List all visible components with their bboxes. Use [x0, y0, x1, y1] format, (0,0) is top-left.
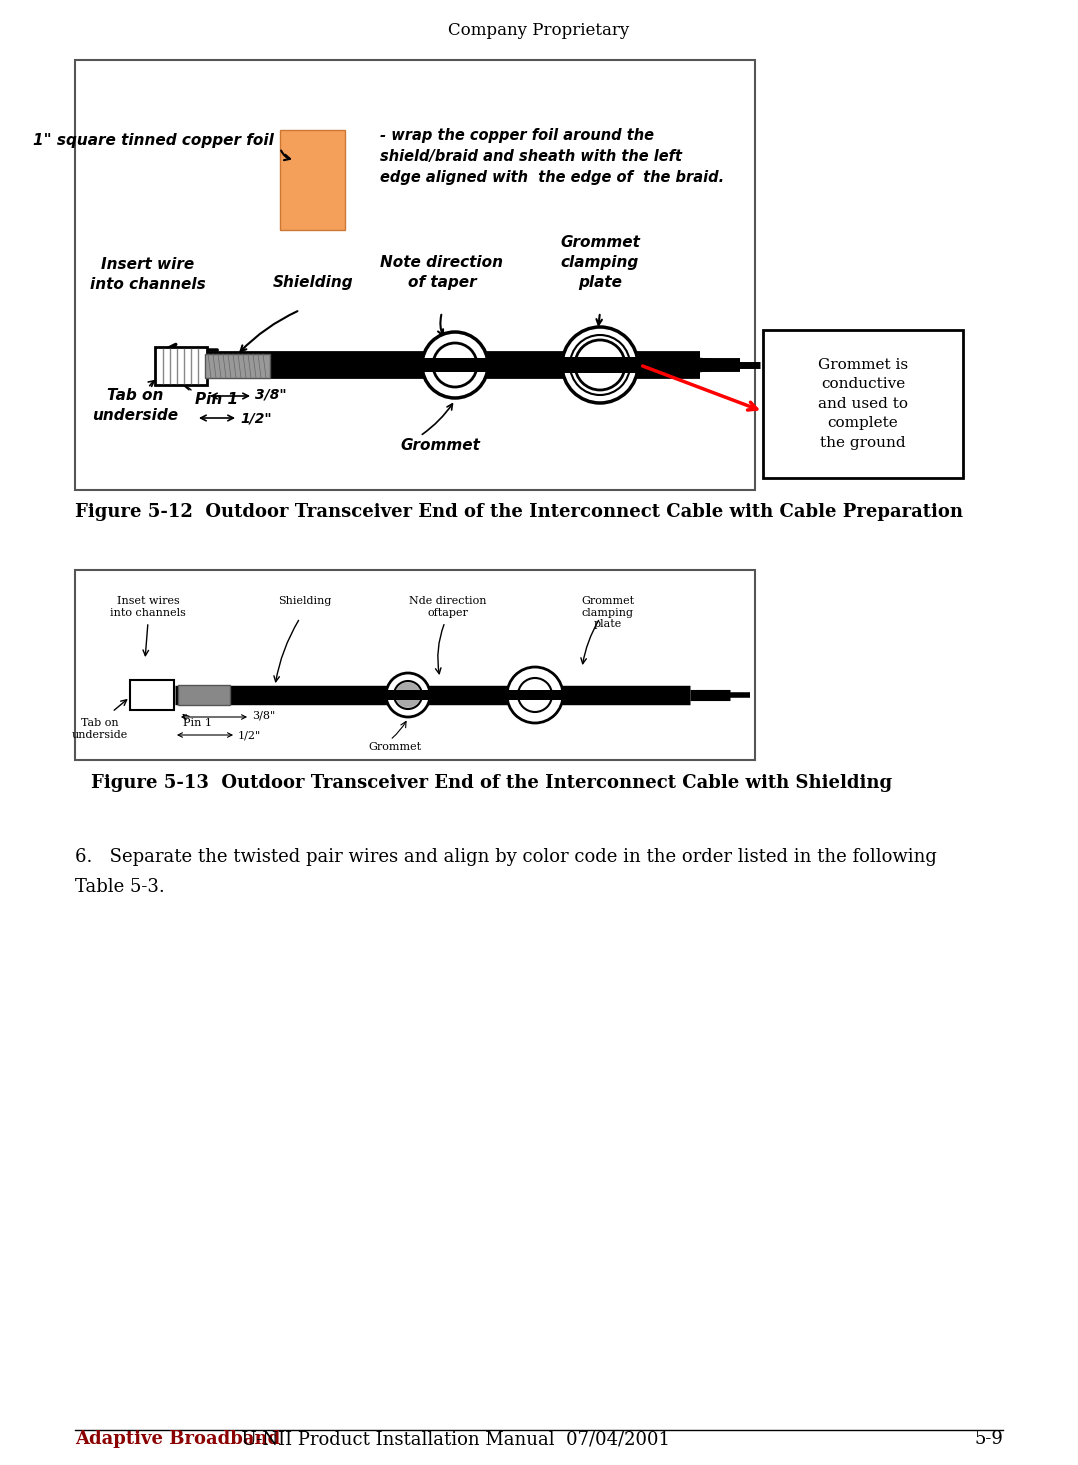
Text: Figure 5-12  Outdoor Transceiver End of the Interconnect Cable with Cable Prepar: Figure 5-12 Outdoor Transceiver End of t… [75, 502, 963, 522]
Text: Note direction
of taper: Note direction of taper [381, 255, 503, 290]
Text: Grommet
clamping
plate: Grommet clamping plate [561, 236, 640, 290]
Text: Table 5-3.: Table 5-3. [75, 878, 165, 897]
Circle shape [439, 349, 471, 381]
Text: U-NII Product Installation Manual  07/04/2001: U-NII Product Installation Manual 07/04/… [230, 1430, 671, 1447]
Bar [75, 60, 755, 489]
Circle shape [562, 327, 638, 403]
Text: Shielding: Shielding [273, 275, 354, 290]
Circle shape [421, 333, 488, 398]
Bar [178, 686, 230, 705]
Text: Pin 1: Pin 1 [195, 393, 238, 407]
Text: 1/2": 1/2" [238, 730, 261, 740]
Text: Shielding: Shielding [278, 596, 332, 607]
Bar [507, 690, 563, 700]
Bar [763, 330, 963, 478]
Circle shape [386, 672, 430, 716]
Bar [205, 355, 270, 378]
Bar [386, 690, 430, 700]
Bar [280, 130, 345, 230]
Text: Company Proprietary: Company Proprietary [448, 22, 630, 40]
Text: Inset wires
into channels: Inset wires into channels [110, 596, 185, 618]
Text: Tab on
underside: Tab on underside [92, 388, 178, 423]
Text: 3/8": 3/8" [252, 711, 275, 721]
Bar [421, 357, 488, 372]
Text: Grommet is
conductive
and used to
complete
the ground: Grommet is conductive and used to comple… [818, 357, 908, 450]
Text: Grommet: Grommet [400, 438, 480, 453]
Bar [562, 357, 638, 374]
Text: Nde direction
oftaper: Nde direction oftaper [410, 596, 487, 618]
Text: Grommet
clamping
plate: Grommet clamping plate [581, 596, 635, 628]
Circle shape [396, 683, 420, 708]
Circle shape [507, 667, 563, 724]
Text: 6.   Separate the twisted pair wires and align by color code in the order listed: 6. Separate the twisted pair wires and a… [75, 848, 937, 866]
Text: 1" square tinned copper foil: 1" square tinned copper foil [33, 133, 274, 148]
Polygon shape [660, 355, 730, 375]
Text: 5-9: 5-9 [975, 1430, 1003, 1447]
Text: Tab on
underside: Tab on underside [72, 718, 128, 740]
Bar [75, 570, 755, 760]
Text: Insert wire
into channels: Insert wire into channels [91, 258, 206, 292]
Text: - wrap the copper foil around the
shield/braid and sheath with the left
edge ali: - wrap the copper foil around the shield… [381, 127, 724, 185]
Text: Grommet: Grommet [368, 741, 421, 752]
Text: Pin 1: Pin 1 [183, 718, 212, 728]
Text: 1/2": 1/2" [240, 412, 272, 425]
Text: Figure 5-13  Outdoor Transceiver End of the Interconnect Cable with Shielding: Figure 5-13 Outdoor Transceiver End of t… [91, 774, 893, 793]
Text: Adaptive Broadband: Adaptive Broadband [75, 1430, 280, 1447]
Bar [130, 680, 174, 711]
Text: 3/8": 3/8" [255, 388, 287, 401]
Bar [155, 347, 207, 385]
